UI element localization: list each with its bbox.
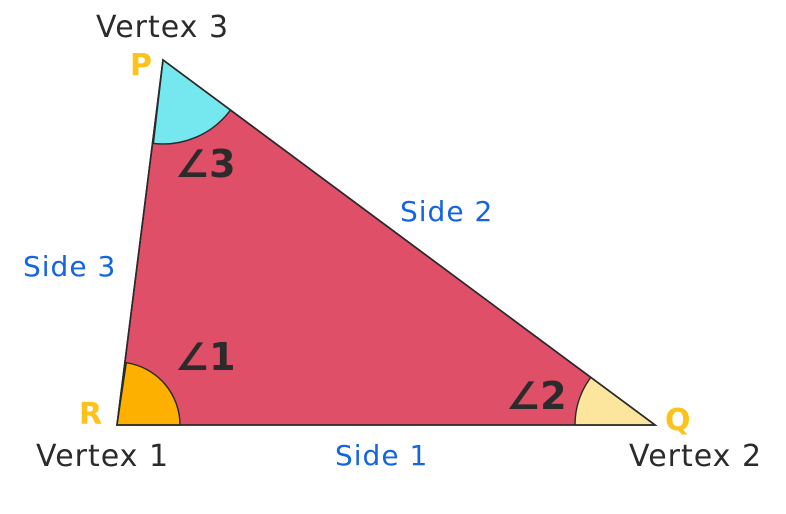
vertex-1-caption: Vertex 1 xyxy=(36,439,169,474)
angle-3-label: ∠3 xyxy=(175,142,236,186)
vertex-q-letter: Q xyxy=(665,403,691,438)
angle-1-sector xyxy=(116,361,181,426)
side-1-label: Side 1 xyxy=(335,439,428,472)
angle-2-label: ∠2 xyxy=(506,374,567,418)
triangle-outline xyxy=(116,58,658,426)
vertex-2-caption: Vertex 2 xyxy=(629,439,762,474)
angle-1-label: ∠1 xyxy=(175,335,236,379)
angle-3-sector xyxy=(152,58,232,145)
side-2-label: Side 2 xyxy=(400,195,493,228)
angle-2-sector xyxy=(574,376,658,426)
side-3-label: Side 3 xyxy=(23,250,116,283)
vertex-p-letter: P xyxy=(130,48,152,83)
vertex-3-caption: Vertex 3 xyxy=(96,10,229,45)
vertex-r-letter: R xyxy=(79,397,102,432)
